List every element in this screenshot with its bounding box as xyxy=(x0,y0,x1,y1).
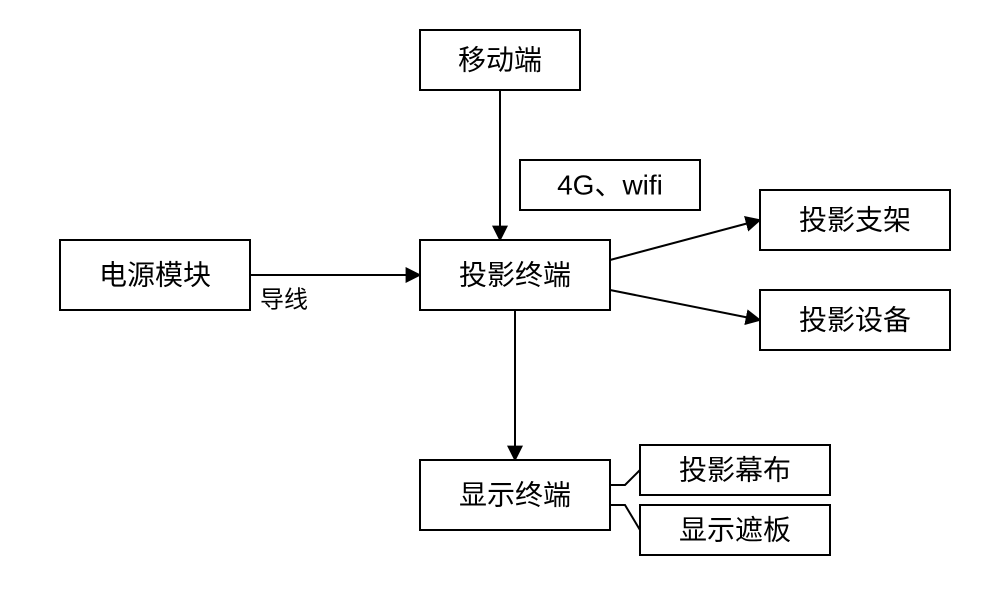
edge-display-shield xyxy=(610,505,640,530)
node-label-display: 显示终端 xyxy=(459,480,571,511)
edge-proj_term-device xyxy=(610,290,760,320)
node-power: 电源模块 xyxy=(60,240,250,310)
node-label-shield: 显示遮板 xyxy=(679,515,791,546)
node-display: 显示终端 xyxy=(420,460,610,530)
node-label-power: 电源模块 xyxy=(99,260,211,291)
edge-proj_term-bracket xyxy=(610,220,760,260)
node-shield: 显示遮板 xyxy=(640,505,830,555)
node-label-mobile: 移动端 xyxy=(458,45,542,76)
node-screen: 投影幕布 xyxy=(640,445,830,495)
node-label-bracket: 投影支架 xyxy=(799,205,911,236)
node-label-wifi: 4G、wifi xyxy=(557,170,663,201)
edge-label-wire: 导线 xyxy=(260,287,308,314)
node-device: 投影设备 xyxy=(760,290,950,350)
edge-display-screen xyxy=(610,470,640,485)
node-wifi: 4G、wifi xyxy=(520,160,700,210)
node-label-screen: 投影幕布 xyxy=(679,455,791,486)
node-label-proj_term: 投影终端 xyxy=(459,260,571,291)
node-label-device: 投影设备 xyxy=(799,305,911,336)
diagram-canvas: 移动端 4G、wifi 电源模块 投影终端 投影支架投影设备显示终端 投影幕布显示遮板 导… xyxy=(0,0,1000,590)
node-mobile: 移动端 xyxy=(420,30,580,90)
node-proj_term: 投影终端 xyxy=(420,240,610,310)
node-bracket: 投影支架 xyxy=(760,190,950,250)
